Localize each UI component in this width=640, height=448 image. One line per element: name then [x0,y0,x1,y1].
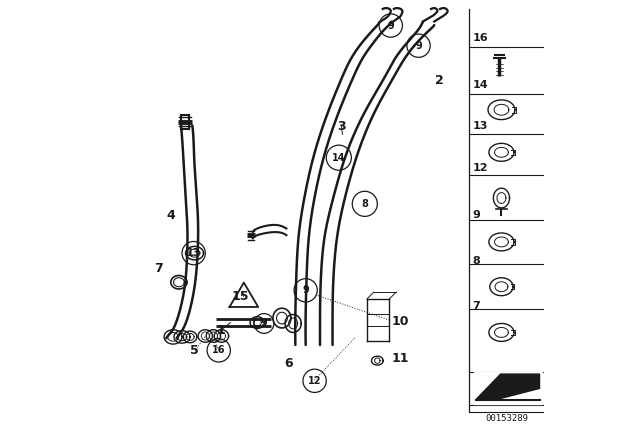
Text: 12: 12 [308,376,321,386]
Text: 00153289: 00153289 [485,414,528,423]
Text: 9: 9 [260,319,268,328]
Text: 9: 9 [472,210,480,220]
Text: 16: 16 [472,33,488,43]
Text: 7: 7 [472,301,480,310]
Polygon shape [476,374,540,400]
Polygon shape [474,372,541,404]
Text: 7: 7 [154,262,163,276]
Text: 4: 4 [167,208,175,222]
Text: !: ! [242,293,246,302]
Text: 5: 5 [190,344,199,357]
Text: 8: 8 [472,256,480,266]
Text: 16: 16 [212,345,225,355]
Text: 13: 13 [187,248,200,258]
Text: 1: 1 [216,324,225,337]
Text: 6: 6 [284,357,293,370]
Text: 3: 3 [337,120,346,133]
Text: 9: 9 [302,285,309,295]
Text: 15: 15 [232,290,249,303]
Text: 2: 2 [435,74,444,87]
Text: 13: 13 [472,121,488,131]
Text: 14: 14 [332,153,346,163]
Text: 11: 11 [392,352,410,365]
Text: 8: 8 [362,199,368,209]
Text: 9: 9 [387,21,394,30]
Text: 14: 14 [472,80,488,90]
Text: 9: 9 [415,41,422,51]
Text: 10: 10 [392,315,410,328]
Text: 12: 12 [472,163,488,173]
